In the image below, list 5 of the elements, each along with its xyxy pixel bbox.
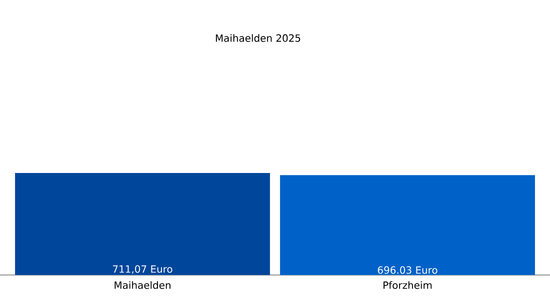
x-tick-label: Pforzheim	[384, 281, 432, 289]
x-tick-label: Maihaelden	[114, 281, 170, 289]
data-label: 696.03 Euro	[378, 266, 438, 274]
data-label: 711,07 Euro	[113, 265, 172, 274]
chart-title: Maihaelden 2025	[216, 34, 300, 42]
